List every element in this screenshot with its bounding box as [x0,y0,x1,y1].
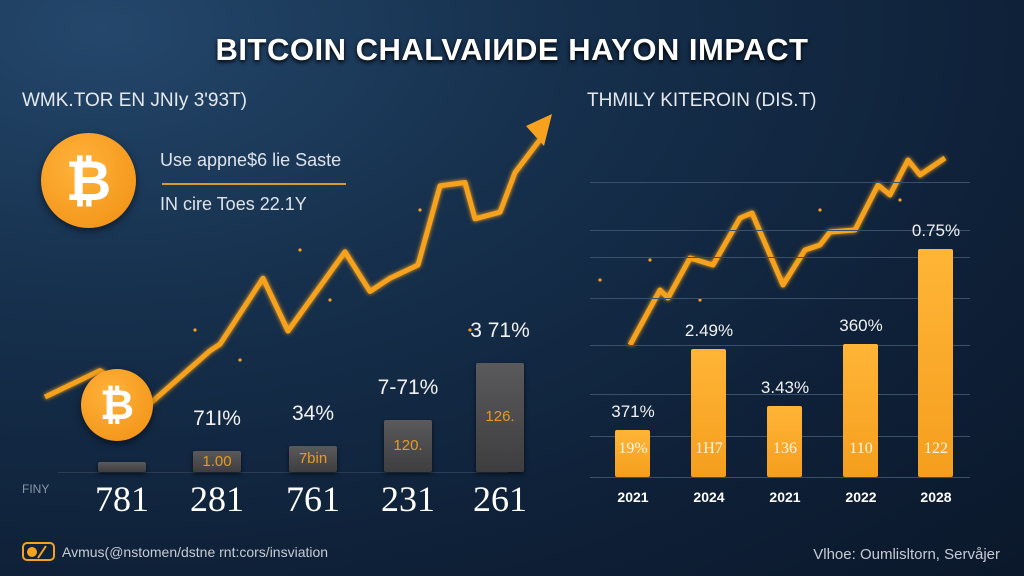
bar-inner-label: 19% [618,440,648,457]
bar-percent-label: 360% [839,316,883,335]
left-bar [476,362,524,472]
bar-percent-label: 71I% [193,407,241,431]
right-trend-line [627,155,947,347]
link-icon [22,542,55,561]
page-title: BITCOIN CHALVAІИDE HAYON IMPACT [215,32,809,67]
year-label: 2022 [845,489,877,505]
right-bar [843,344,878,477]
grid-line [590,257,970,258]
grid-line [590,394,970,395]
bar-percent-label: 371% [611,402,655,421]
sparkle [818,208,822,212]
info-line-1: Use appne$6 lie Saste [160,150,342,170]
grid-line [590,230,970,231]
grid-line [590,477,970,478]
sparkle [898,198,902,202]
left-bar [98,461,146,472]
bitcoin-coin-icon: ₿ [81,369,153,441]
left-bar [193,451,241,472]
sparkle [598,278,602,282]
axis-label: FINY [22,482,50,496]
bar-inner-label: 126. [485,408,515,426]
left-baseline [58,472,508,473]
bar-percent-label: 2.49% [684,321,734,340]
sparkle [328,298,332,302]
right-bar [918,249,953,477]
info-line-2: IN cire Toes 22.1Y [160,194,307,214]
bar-inner-label: 136 [773,440,797,457]
sparkle [193,328,197,332]
bar-inner-label: 110 [849,440,873,457]
arrow-head-icon [526,114,552,146]
bar-percent-label: 3.43% [760,378,810,397]
left-trend-line [43,138,542,407]
category-label: 781 [95,479,149,519]
bar-percent-label: 3 71% [470,318,530,342]
right-chart-subtitle: THMILY KITEROIN (DIS.T) [587,90,817,111]
sparkle [468,328,472,332]
right-bar [767,406,802,477]
year-label: 2021 [769,489,801,505]
grid-line [590,182,970,183]
bitcoin-logo-icon: ₿ [41,133,136,228]
right-bar [615,430,650,477]
bar-inner-label: 7bin [298,450,328,467]
sparkle [238,358,242,362]
category-label: 261 [473,479,527,519]
bar-percent-label: 7-71% [377,376,439,399]
footer-credit: Vlhoe: Oumlisltorn, Servåjer [813,546,1000,563]
bar-inner-label: 1.00 [202,452,232,470]
left-bar [384,420,432,472]
footer-source: Avmus(@nstomen/dstne rnt:cors/insviation [62,544,329,560]
category-label: 761 [286,479,340,519]
year-label: 2024 [693,489,725,505]
sparkle [698,298,702,302]
bar-inner-label: 1H7 [695,440,723,457]
sparkle [298,248,302,252]
left-bar [289,446,337,472]
grid-line [590,298,970,299]
category-label: 231 [381,479,435,519]
info-divider [162,183,346,185]
category-label: 281 [190,479,244,519]
bar-percent-label: 34% [291,402,335,425]
grid-line [590,345,970,346]
left-chart-subtitle: WMK.TOR EN JNIy 3'93T) [22,90,247,111]
bar-percent-label: 0.75% [911,221,961,240]
sparkle [418,208,422,212]
bar-inner-label: 120. [393,437,423,454]
year-label: 2021 [617,489,649,505]
bar-inner-label: 122 [924,440,948,457]
right-bar [691,349,726,477]
sparkle [648,258,652,262]
year-label: 2028 [920,489,952,505]
